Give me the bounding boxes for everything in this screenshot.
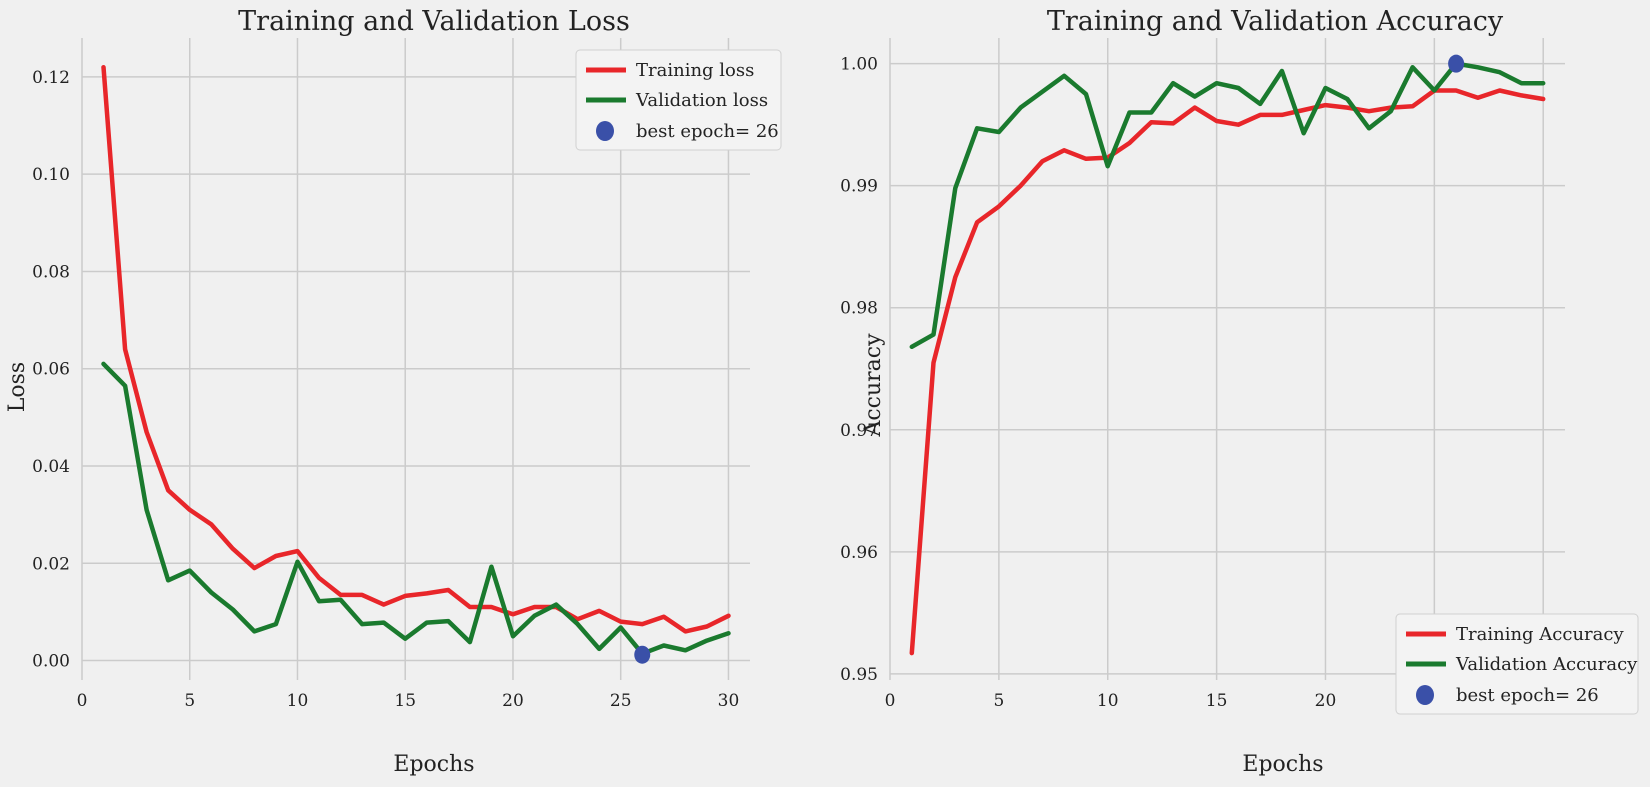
loss-legend-training-label: Training loss [636,60,754,81]
accuracy-x-tick-0: 0 [885,691,896,711]
loss-y-tick-3: 0.06 [32,360,70,380]
accuracy-y-tick-2: 0.97 [840,421,878,441]
loss-series-validation-line [101,361,731,656]
accuracy-legend-best-marker [1416,685,1434,705]
loss-y-axis-label: Loss [5,362,30,412]
accuracy-y-tick-5: 1.00 [840,55,878,75]
accuracy-x-axis-label: Epochs [1242,752,1323,777]
accuracy-legend-box [1395,613,1639,715]
loss-legend-validation-label: Validation loss [635,90,768,111]
accuracy-y-tick-3: 0.98 [840,299,878,319]
accuracy-chart-title: Training and Validation Accuracy [1047,6,1504,37]
loss-y-tick-2: 0.04 [32,457,70,477]
accuracy-x-tick-15: 15 [1206,691,1228,711]
accuracy-legend-training-label: Training Accuracy [1456,624,1624,645]
loss-y-tick-6: 0.12 [32,68,70,88]
accuracy-y-axis-label: Accuracy [861,333,886,438]
loss-x-tick-25: 25 [610,691,632,711]
accuracy-x-tick-20: 20 [1315,691,1337,711]
loss-chart: Training and Validation Loss Epochs Loss… [5,6,782,777]
loss-legend-best-label: best epoch= 26 [636,121,779,142]
loss-x-tick-5: 5 [184,691,195,711]
accuracy-x-tick-5: 5 [993,691,1004,711]
loss-tick-labels: 0 5 10 15 20 25 30 0.00 0.02 0.04 0.06 0.08 0.10 0.12 [32,68,739,711]
loss-legend-best-marker [596,121,614,141]
accuracy-y-tick-0: 0.95 [840,665,878,685]
loss-x-tick-10: 10 [287,691,309,711]
loss-series-training-line [101,64,731,634]
loss-y-tick-1: 0.02 [32,554,70,574]
loss-x-tick-0: 0 [77,691,88,711]
loss-y-tick-4: 0.08 [32,262,70,282]
accuracy-best-marker-layer [1448,54,1465,73]
loss-series-lines [101,64,731,656]
loss-chart-title: Training and Validation Loss [238,6,630,37]
loss-legend: Training loss Validation loss best epoch… [575,49,782,151]
loss-x-axis-label: Epochs [393,752,474,777]
loss-x-tick-30: 30 [718,691,740,711]
loss-best-marker-layer [634,645,651,664]
loss-y-tick-0: 0.00 [32,652,70,672]
accuracy-x-tick-10: 10 [1097,691,1119,711]
accuracy-legend-best-label: best epoch= 26 [1456,685,1599,706]
accuracy-legend-validation-label: Validation Accuracy [1455,654,1638,675]
loss-best-epoch-point [634,645,651,664]
loss-x-tick-15: 15 [394,691,416,711]
loss-y-tick-5: 0.10 [32,165,70,185]
accuracy-series-validation-line [909,61,1546,350]
accuracy-grid [889,38,1565,680]
accuracy-chart: Training and Validation Accuracy Epochs … [840,6,1639,777]
accuracy-y-tick-1: 0.96 [840,543,878,563]
accuracy-series-lines [909,61,1546,656]
loss-legend-box [575,49,782,151]
accuracy-legend: Training Accuracy Validation Accuracy be… [1395,613,1639,715]
accuracy-best-epoch-point [1448,54,1465,73]
loss-x-tick-20: 20 [502,691,524,711]
accuracy-y-tick-4: 0.99 [840,177,878,197]
accuracy-series-training-line [909,88,1546,656]
